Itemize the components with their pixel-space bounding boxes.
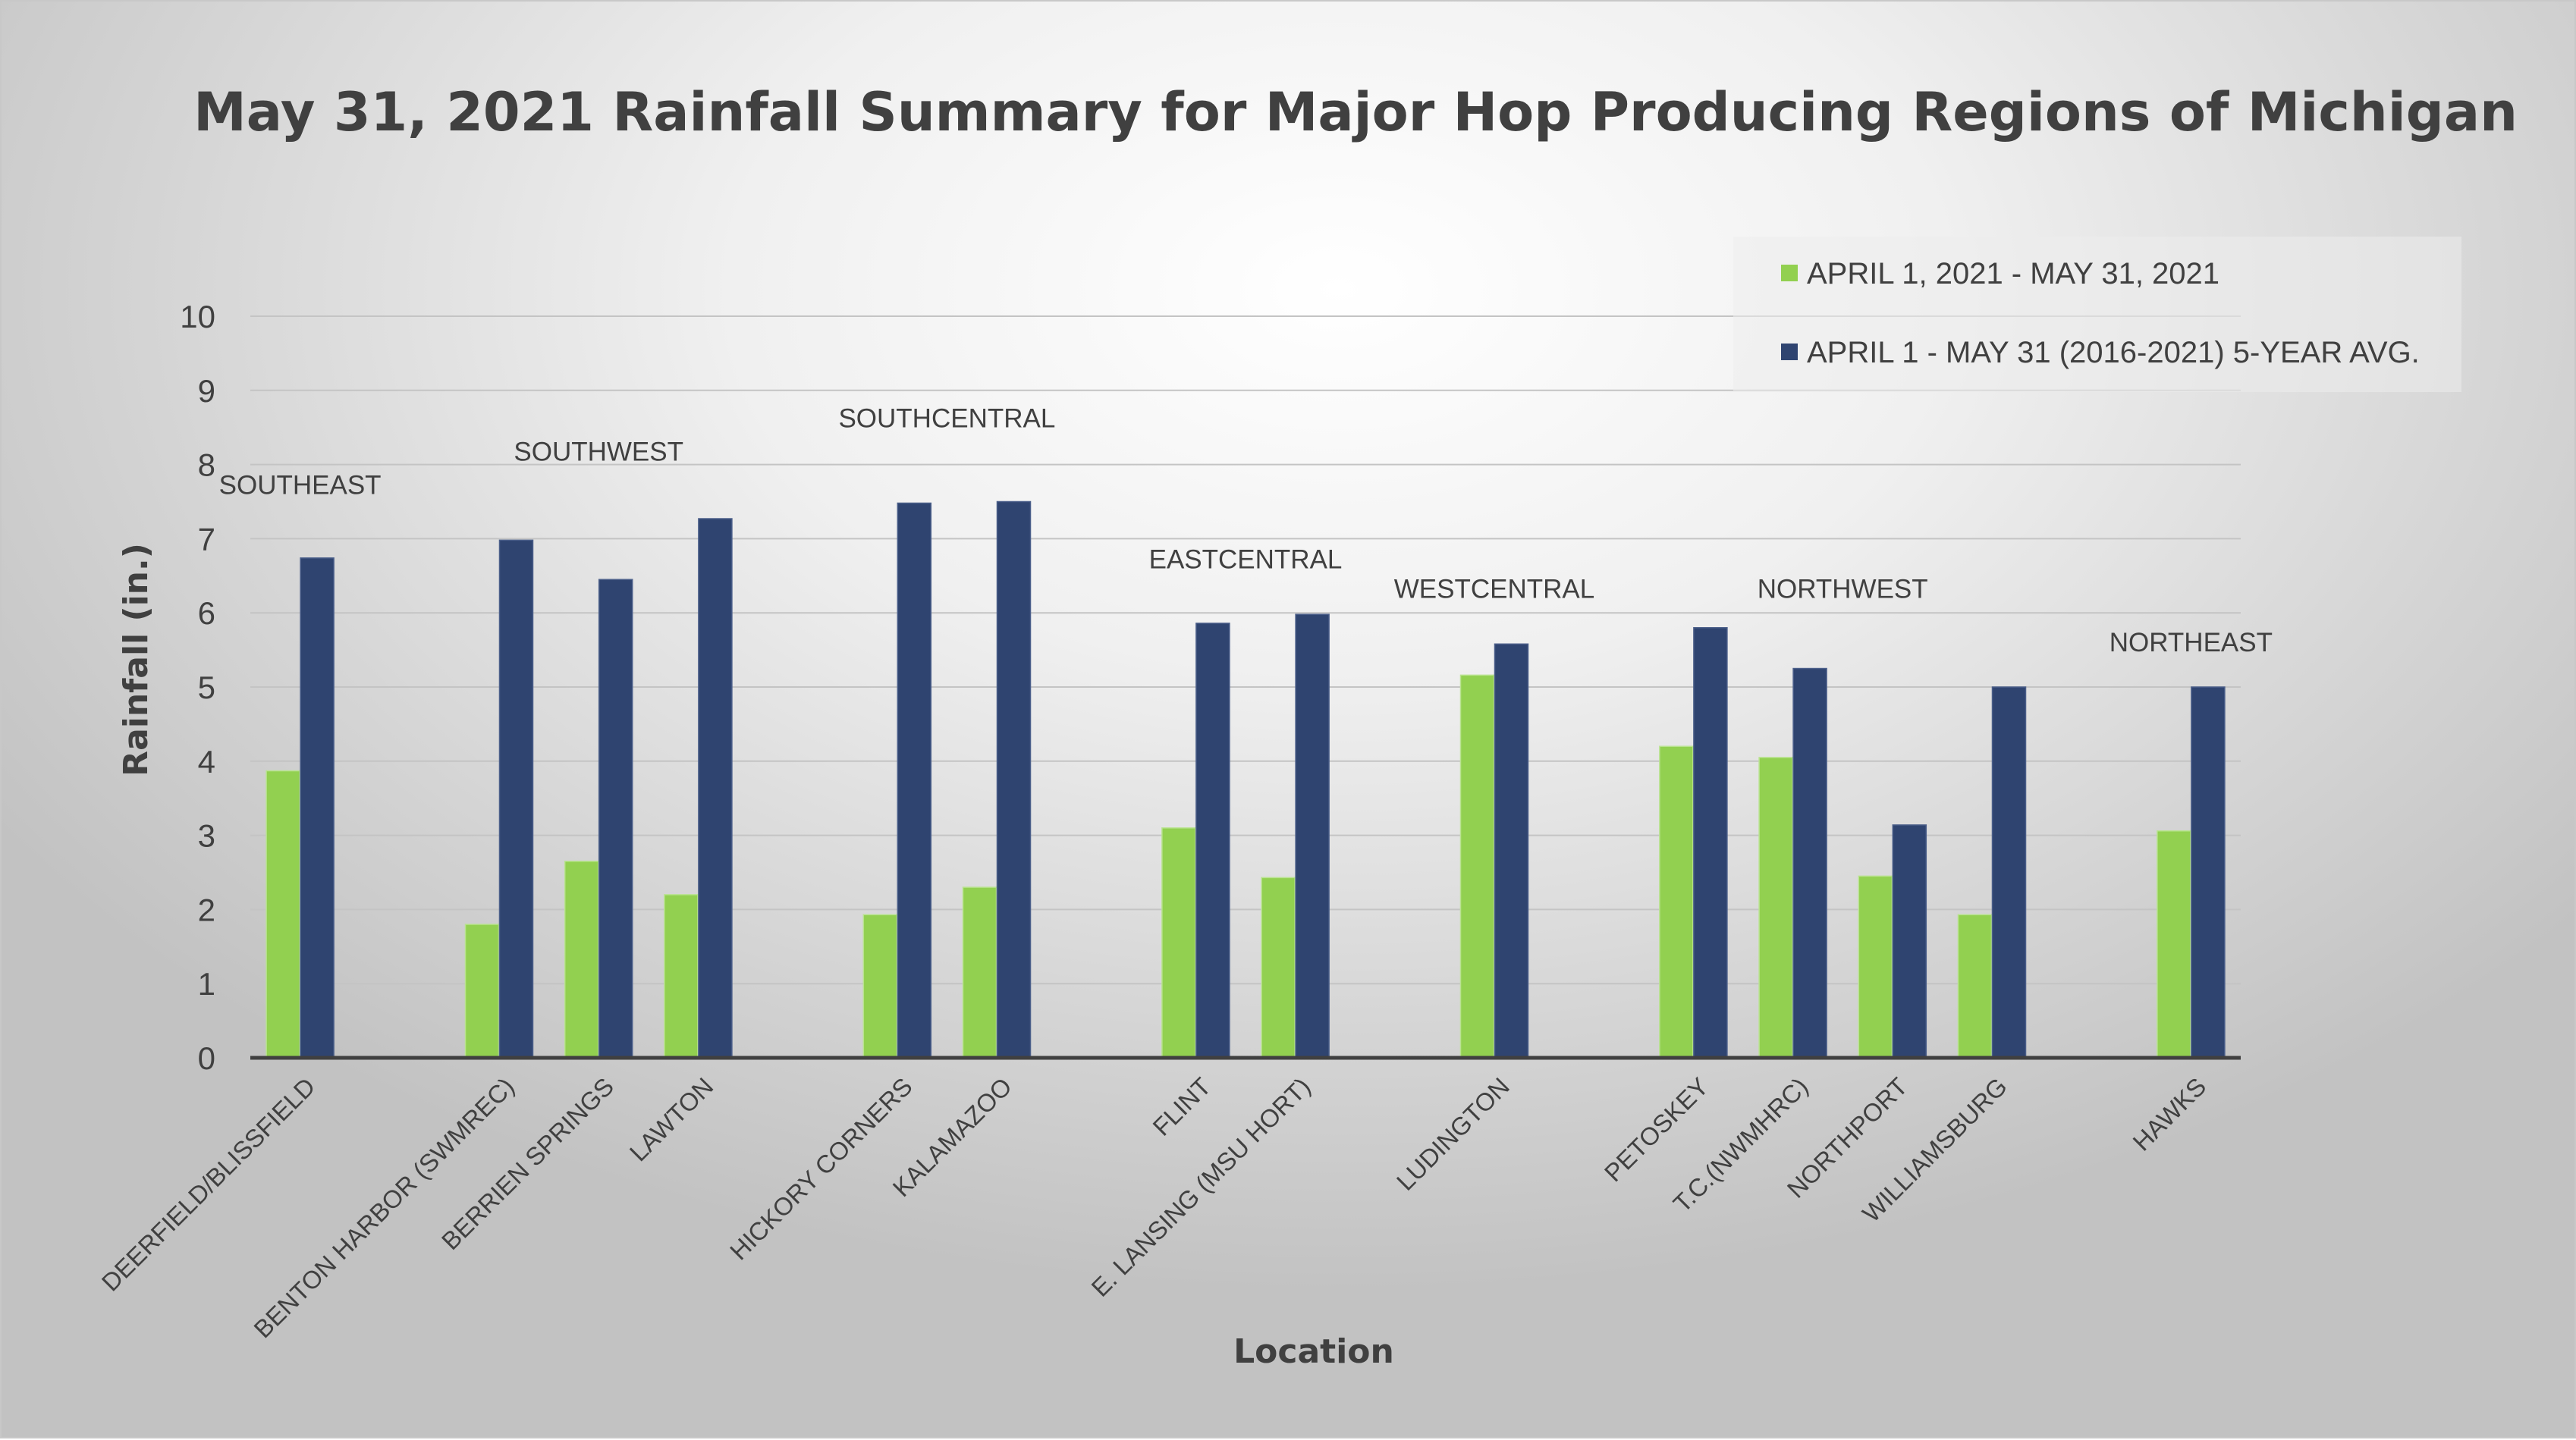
y-tick-label: 6 — [198, 595, 215, 631]
y-tick-label: 3 — [198, 818, 215, 854]
y-tick-label: 10 — [180, 299, 215, 334]
legend: APRIL 1, 2021 - MAY 31, 2021 APRIL 1 - M… — [1733, 237, 2461, 392]
bar-2021 — [2157, 830, 2191, 1059]
category-label: HAWKS — [2127, 1072, 2211, 1156]
category-label: FLINT — [1147, 1072, 1216, 1141]
region-label: NORTHWEST — [1758, 575, 1928, 604]
bars — [265, 500, 2226, 1059]
y-axis-title: Rainfall (in.) — [117, 543, 156, 776]
y-tick-label: 9 — [198, 373, 215, 409]
bar-2021 — [464, 924, 500, 1059]
bar-5yr-avg — [300, 557, 335, 1059]
bar-5yr-avg — [1991, 686, 2027, 1059]
legend-label-current: APRIL 1, 2021 - MAY 31, 2021 — [1807, 257, 2219, 290]
bar-5yr-avg — [1195, 623, 1230, 1059]
bar-5yr-avg — [996, 500, 1032, 1059]
bar-5yr-avg — [1693, 627, 1728, 1059]
bar-5yr-avg — [1295, 613, 1330, 1059]
bar-5yr-avg — [698, 518, 733, 1059]
y-tick-label: 4 — [198, 744, 215, 780]
bar-2021 — [1957, 914, 1993, 1059]
bar-2021 — [664, 894, 699, 1059]
bar-2021 — [1161, 827, 1196, 1059]
category-label: LAWTON — [624, 1072, 719, 1167]
bar-2021 — [1261, 877, 1296, 1059]
category-label: DEERFIELD/BLISSFIELD — [96, 1072, 321, 1297]
gridlines — [250, 315, 2241, 985]
category-label: HICKORY CORNERS — [724, 1072, 918, 1266]
bar-5yr-avg — [1494, 643, 1529, 1059]
y-tick-label: 7 — [198, 521, 215, 557]
legend-label-avg: APRIL 1 - MAY 31 (2016-2021) 5-YEAR AVG. — [1807, 336, 2420, 369]
y-tick-label: 0 — [198, 1040, 215, 1076]
region-annotations: SOUTHEAST SOUTHWEST SOUTHCENTRAL EASTCENTRA… — [219, 404, 2273, 657]
bar-2021 — [1758, 757, 1793, 1059]
region-label: WESTCENTRAL — [1394, 575, 1594, 604]
legend-background — [1733, 237, 2461, 392]
legend-swatch-current — [1781, 265, 1798, 281]
category-label: LUDINGTON — [1391, 1072, 1515, 1196]
y-tick-labels: 0 1 2 3 4 5 6 7 8 9 10 — [180, 299, 215, 1076]
bar-2021 — [862, 914, 898, 1059]
region-label: NORTHEAST — [2109, 628, 2273, 657]
bar-2021 — [962, 886, 997, 1059]
bar-5yr-avg — [1792, 667, 1827, 1059]
bar-5yr-avg — [598, 579, 633, 1059]
y-tick-label: 8 — [198, 447, 215, 483]
region-label: SOUTHEAST — [219, 471, 382, 500]
region-label: SOUTHWEST — [514, 438, 683, 467]
y-tick-label: 1 — [198, 966, 215, 1002]
x-axis-title: Location — [1233, 1332, 1394, 1371]
bar-5yr-avg — [1892, 824, 1927, 1059]
bar-5yr-avg — [2191, 686, 2226, 1059]
bar-2021 — [1659, 745, 1694, 1059]
bar-2021 — [1858, 875, 1893, 1059]
chart-title: May 31, 2021 Rainfall Summary for Major … — [193, 81, 2518, 143]
y-tick-label: 5 — [198, 670, 215, 705]
category-label: BERRIEN SPRINGS — [436, 1072, 619, 1255]
bar-2021 — [564, 861, 599, 1059]
region-label: SOUTHCENTRAL — [838, 404, 1055, 434]
bar-2021 — [265, 770, 300, 1059]
bar-5yr-avg — [897, 502, 932, 1059]
bar-5yr-avg — [498, 539, 534, 1059]
y-tick-label: 2 — [198, 892, 215, 927]
region-label: EASTCENTRAL — [1149, 545, 1343, 575]
legend-swatch-avg — [1781, 344, 1798, 360]
bar-2021 — [1459, 674, 1495, 1059]
